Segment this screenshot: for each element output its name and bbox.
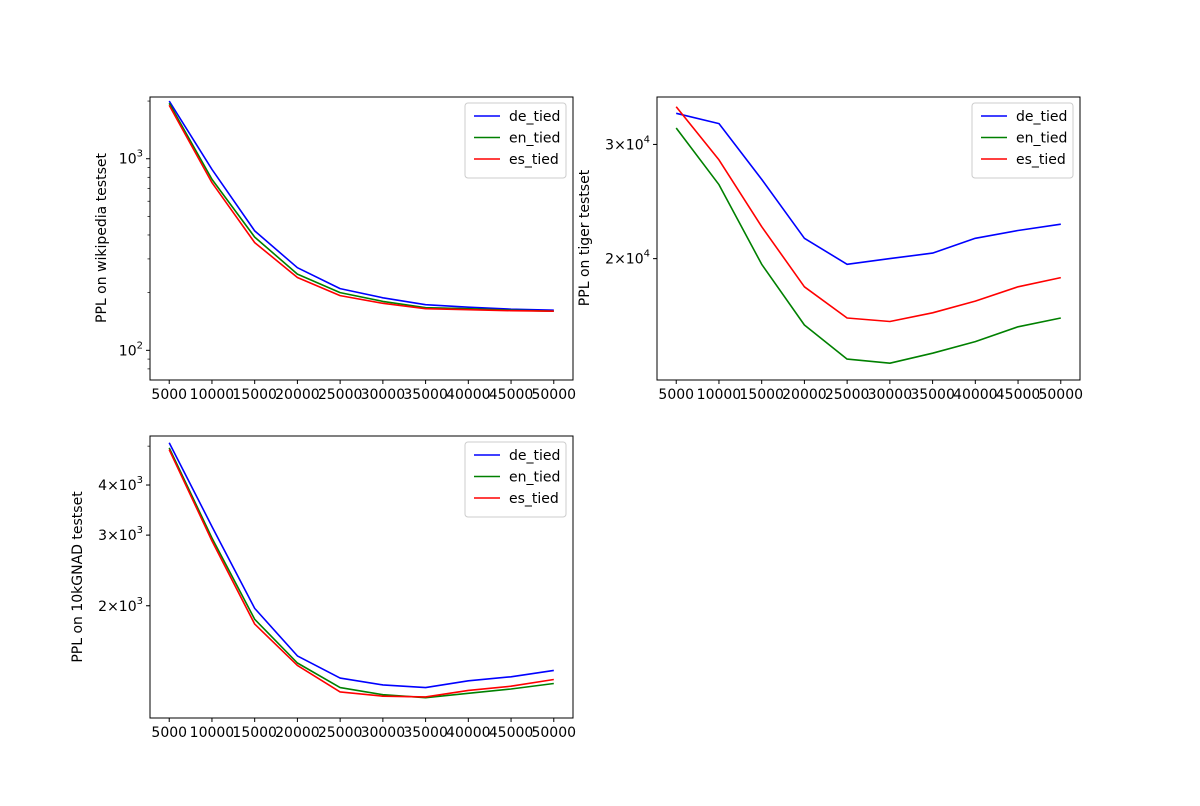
x-tick-label: 40000 <box>446 725 491 741</box>
y-tick-label: 2×103 <box>98 596 143 615</box>
x-tick-label: 10000 <box>697 387 742 403</box>
legend-label-es_tied: es_tied <box>1016 152 1066 168</box>
x-tick-label: 30000 <box>361 725 406 741</box>
legend-label-de_tied: de_tied <box>1016 109 1067 125</box>
x-tick-label: 45000 <box>996 387 1041 403</box>
x-tick-label: 50000 <box>1038 387 1083 403</box>
legend-label-de_tied: de_tied <box>509 109 560 125</box>
y-tick-label: 103 <box>119 149 143 168</box>
y-tick-label: 2×104 <box>605 249 650 268</box>
x-tick-label: 35000 <box>403 387 448 403</box>
x-tick-label: 25000 <box>318 387 363 403</box>
x-tick-label: 10000 <box>190 725 235 741</box>
x-tick-label: 15000 <box>739 387 784 403</box>
series-line-es_tied <box>675 106 1061 323</box>
wikipedia-y-axis-label: PPL on wikipedia testset <box>94 153 110 323</box>
x-tick-label: 50000 <box>531 725 576 741</box>
plot-frame <box>656 96 1081 381</box>
legend-label-en_tied: en_tied <box>509 470 560 486</box>
tiger-y-axis-label: PPL on tiger testset <box>577 169 593 306</box>
legend-label-es_tied: es_tied <box>509 491 559 507</box>
series-line-en_tied <box>168 447 554 699</box>
series-line-es_tied <box>168 104 554 312</box>
x-tick-label: 30000 <box>361 387 406 403</box>
y-tick-label: 102 <box>119 340 143 359</box>
series-line-de_tied <box>676 112 1061 266</box>
y-tick-label: 3×103 <box>98 525 143 544</box>
legend-label-es_tied: es_tied <box>509 152 559 168</box>
x-tick-label: 30000 <box>868 387 913 403</box>
x-tick-label: 40000 <box>953 387 998 403</box>
x-tick-label: 40000 <box>446 387 491 403</box>
x-tick-label: 15000 <box>232 387 277 403</box>
plot-frame <box>149 435 574 719</box>
plot-frame <box>149 96 574 381</box>
y-tick-label: 4×103 <box>98 475 143 494</box>
x-tick-label: 45000 <box>489 387 534 403</box>
series-line-es_tied <box>168 449 554 698</box>
legend-label-de_tied: de_tied <box>509 448 560 464</box>
series-line-de_tied <box>168 100 554 311</box>
x-tick-label: 5000 <box>151 725 187 741</box>
wikipedia-ppl-chart: 102 103 5000 100001500020000250003000035000… <box>119 96 576 403</box>
x-tick-label: 20000 <box>275 725 320 741</box>
x-tick-label: 5000 <box>658 387 694 403</box>
x-tick-label: 25000 <box>825 387 870 403</box>
x-tick-label: 35000 <box>403 725 448 741</box>
x-tick-label: 5000 <box>151 387 187 403</box>
legend-label-en_tied: en_tied <box>1016 131 1067 147</box>
x-tick-label: 50000 <box>531 387 576 403</box>
x-tick-label: 20000 <box>275 387 320 403</box>
x-tick-label: 20000 <box>782 387 827 403</box>
legend-label-en_tied: en_tied <box>509 131 560 147</box>
series-line-de_tied <box>168 442 554 689</box>
x-tick-label: 35000 <box>910 387 955 403</box>
x-tick-label: 25000 <box>318 725 363 741</box>
x-tick-label: 45000 <box>489 725 534 741</box>
10kgnad-y-axis-label: PPL on 10kGNAD testset <box>70 491 86 663</box>
x-tick-label: 15000 <box>232 725 277 741</box>
tiger-ppl-chart: 2×104 3×104 5000 10000150002000025000300003… <box>605 96 1083 403</box>
series-line-en_tied <box>675 127 1061 365</box>
x-tick-label: 10000 <box>190 387 235 403</box>
y-tick-label: 3×104 <box>605 134 650 153</box>
